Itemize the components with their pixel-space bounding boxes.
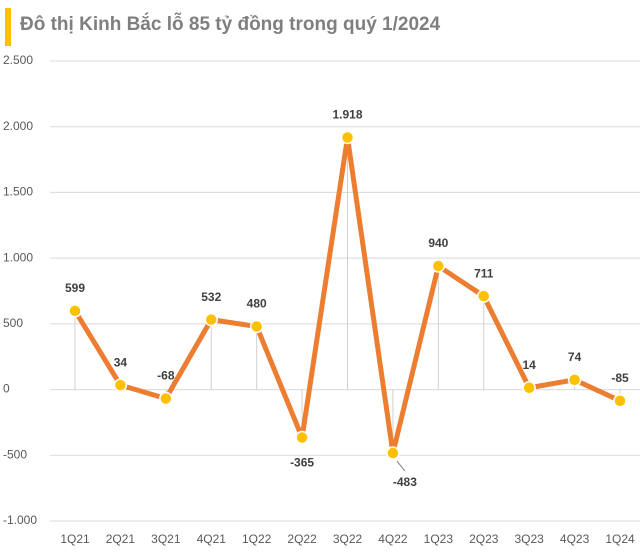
x-tick-label: 1Q21 [60,532,90,546]
marker [386,446,400,460]
data-label: -483 [393,475,417,489]
data-label: 14 [522,358,536,372]
data-label: 34 [114,355,128,369]
x-tick-label: 4Q21 [197,532,227,546]
marker [113,378,128,392]
leader-line [396,460,406,472]
data-label: 599 [65,281,85,295]
marker [340,130,355,145]
x-tick-label: 4Q22 [378,532,408,546]
data-label: 532 [201,290,221,304]
marker [204,312,218,327]
data-label: 940 [428,236,448,250]
marker [159,391,173,406]
data-label: -68 [157,369,175,383]
marker [522,380,536,395]
data-label: -365 [290,456,314,470]
marker [68,304,82,318]
y-tick-label: 500 [3,316,23,330]
y-tick-label: -500 [3,447,27,461]
x-tick-label: 1Q23 [424,532,454,546]
marker [567,373,582,387]
y-tick-label: 1.000 [3,250,33,264]
x-tick-label: 2Q23 [469,532,499,546]
marker [295,430,309,445]
x-tick-label: 1Q24 [605,532,635,546]
marker [431,259,446,273]
chart-title: Đô thị Kinh Bắc lỗ 85 tỷ đồng trong quý … [20,13,441,35]
y-tick-label: 1.500 [3,185,33,199]
x-tick-label: 1Q22 [242,532,272,546]
data-label: 711 [474,266,494,280]
data-label: -85 [611,371,629,385]
data-label: 480 [247,297,267,311]
x-tick-label: 3Q21 [151,532,181,546]
y-tick-label: 0 [3,382,10,396]
data-label: 1.918 [332,108,362,122]
y-tick-label: -1.000 [3,513,37,527]
title-accent [5,8,11,46]
x-tick-label: 3Q23 [514,532,544,546]
x-tick-label: 3Q22 [333,532,363,546]
marker [613,393,627,408]
x-tick-label: 4Q23 [560,532,590,546]
marker [249,319,264,334]
data-label: 74 [568,350,582,364]
x-tick-label: 2Q21 [106,532,136,546]
marker [477,289,491,303]
y-tick-label: 2.500 [3,53,33,67]
x-tick-label: 2Q22 [287,532,317,546]
y-tick-label: 2.000 [3,119,33,133]
